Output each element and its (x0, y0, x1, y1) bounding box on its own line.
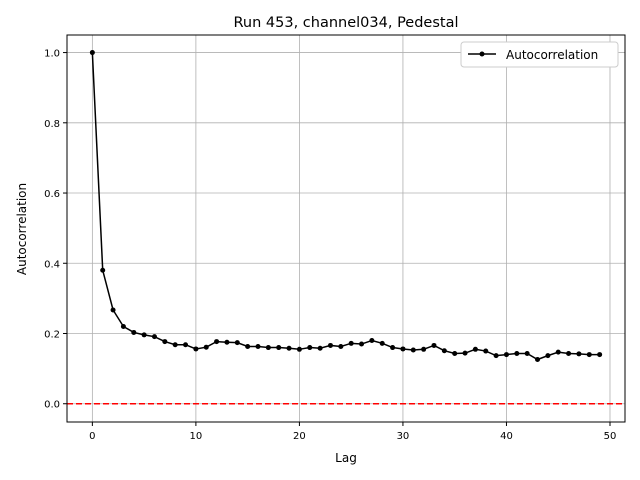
data-point (245, 343, 251, 349)
data-point (493, 353, 499, 359)
data-point (327, 342, 333, 348)
y-tick-label: 0.2 (44, 330, 60, 341)
data-point (172, 342, 178, 348)
data-point (410, 347, 416, 353)
y-axis-label: Autocorrelation (15, 183, 29, 275)
data-point (441, 348, 447, 354)
x-tick-label: 50 (604, 431, 617, 442)
autocorrelation-line (91, 52, 600, 361)
data-point (421, 346, 427, 352)
data-point (597, 352, 603, 358)
data-point (586, 352, 592, 358)
x-tick-label: 30 (397, 431, 410, 442)
data-point (317, 345, 323, 351)
data-point (338, 343, 344, 349)
x-tick-label: 40 (500, 431, 513, 442)
data-point (545, 353, 551, 359)
plot-frame (66, 34, 626, 423)
data-point (379, 340, 385, 346)
data-point (369, 338, 375, 344)
chart-title: Run 453, channel034, Pedestal (233, 15, 458, 31)
data-point (162, 339, 168, 345)
data-point (265, 345, 271, 351)
data-point (131, 329, 137, 335)
data-point (234, 340, 240, 346)
y-tick-label: 0.0 (44, 400, 60, 411)
data-point (503, 352, 509, 358)
data-point (514, 351, 520, 357)
data-point (462, 350, 468, 356)
legend-label: Autocorrelation (506, 48, 598, 62)
legend-marker (479, 51, 485, 57)
data-point (576, 351, 582, 357)
data-point (100, 267, 106, 273)
data-point (390, 345, 396, 351)
data-point (141, 332, 147, 338)
x-axis-label: Lag (335, 451, 357, 465)
data-point (431, 342, 437, 348)
data-point (348, 340, 354, 346)
legend: Autocorrelation (460, 41, 619, 68)
data-point (89, 50, 95, 56)
data-point (224, 339, 230, 345)
data-point (307, 345, 313, 351)
data-point (472, 346, 478, 352)
data-point (452, 351, 458, 357)
data-point (120, 323, 126, 329)
x-tick-label: 20 (293, 431, 306, 442)
data-point (524, 351, 530, 357)
data-point (214, 339, 220, 345)
data-point (193, 346, 199, 352)
data-point (359, 341, 365, 347)
data-point (286, 345, 292, 351)
y-tick-label: 0.4 (44, 259, 60, 270)
x-tick-label: 10 (190, 431, 203, 442)
data-point (555, 349, 561, 355)
data-point (483, 348, 489, 354)
data-point (566, 351, 572, 357)
data-point (400, 346, 406, 352)
y-tick-label: 0.6 (44, 189, 60, 200)
data-point (183, 342, 189, 348)
y-tick-label: 1.0 (44, 49, 60, 60)
data-point (110, 307, 116, 313)
data-point (255, 343, 261, 349)
data-point (151, 334, 157, 340)
y-tick-label: 0.8 (44, 119, 60, 130)
data-point (203, 344, 209, 350)
data-point (276, 345, 282, 351)
x-tick-label: 0 (89, 431, 95, 442)
data-point (296, 346, 302, 352)
data-point (535, 356, 541, 362)
